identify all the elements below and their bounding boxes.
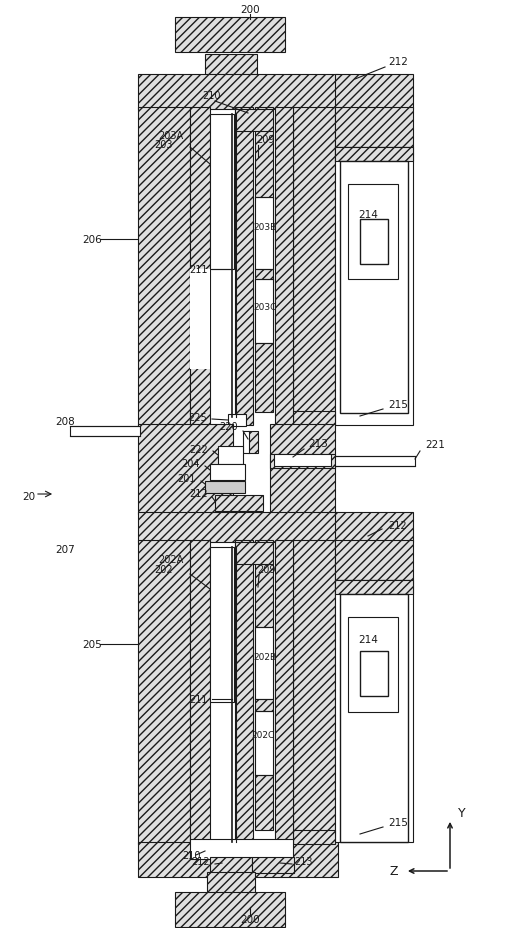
Bar <box>190 270 210 369</box>
Bar <box>228 415 246 427</box>
Bar <box>348 185 398 279</box>
Bar <box>335 512 413 542</box>
Text: 210: 210 <box>202 91 221 101</box>
Text: 203B: 203B <box>253 224 276 232</box>
Bar <box>293 540 335 844</box>
Text: 211: 211 <box>189 264 208 275</box>
Bar <box>215 496 263 511</box>
Text: 209: 209 <box>256 135 274 145</box>
Bar <box>175 892 285 927</box>
Text: 214: 214 <box>358 210 378 220</box>
Text: 206: 206 <box>82 235 102 245</box>
Bar <box>255 279 273 343</box>
Bar <box>335 580 413 594</box>
Text: 213: 213 <box>308 439 328 448</box>
Bar <box>255 198 273 270</box>
Text: Y: Y <box>458 806 465 819</box>
Text: 210: 210 <box>182 850 201 860</box>
Text: 202A: 202A <box>158 554 183 564</box>
Bar <box>293 831 335 844</box>
Text: 208: 208 <box>55 417 75 427</box>
Text: 215: 215 <box>388 400 408 409</box>
Text: 207: 207 <box>55 545 75 554</box>
Bar <box>335 148 413 426</box>
Bar <box>205 55 257 77</box>
Bar <box>248 432 258 454</box>
Bar <box>138 512 338 542</box>
Text: 200: 200 <box>240 914 260 924</box>
Text: 222: 222 <box>189 445 208 455</box>
Bar <box>275 540 293 844</box>
Bar <box>205 482 245 494</box>
Bar <box>190 108 210 426</box>
Bar <box>190 839 293 859</box>
Text: 209: 209 <box>257 564 275 574</box>
Text: 202B: 202B <box>253 652 276 662</box>
Bar <box>138 842 338 877</box>
Bar <box>335 580 413 842</box>
Text: 215: 215 <box>388 818 408 827</box>
Bar <box>235 542 273 564</box>
Text: 212: 212 <box>388 521 407 531</box>
Bar <box>138 75 338 110</box>
Bar <box>348 617 398 712</box>
Bar <box>190 540 210 844</box>
Bar <box>293 108 335 426</box>
Bar <box>210 548 234 702</box>
Bar <box>275 108 293 426</box>
Text: 213: 213 <box>294 856 312 866</box>
Text: 203C: 203C <box>253 303 276 312</box>
Text: 203A: 203A <box>158 131 183 141</box>
Bar <box>274 455 331 467</box>
Bar <box>255 540 273 831</box>
Text: 20: 20 <box>22 492 35 501</box>
Text: 225: 225 <box>188 413 207 422</box>
Bar <box>235 540 253 844</box>
Text: 205: 205 <box>82 639 102 650</box>
Bar <box>255 711 273 775</box>
Bar <box>340 161 408 414</box>
Text: 212: 212 <box>191 856 210 866</box>
Bar <box>335 148 413 161</box>
Bar <box>210 115 234 270</box>
Text: 202: 202 <box>155 564 173 574</box>
Bar <box>335 540 413 580</box>
Bar <box>255 627 273 699</box>
Text: Z: Z <box>390 865 398 878</box>
Bar <box>138 108 190 426</box>
Bar <box>335 108 413 148</box>
Text: 203: 203 <box>155 140 173 149</box>
Bar <box>360 651 388 696</box>
Bar <box>252 857 294 873</box>
Text: 212: 212 <box>189 488 208 498</box>
Bar <box>255 108 273 413</box>
Bar <box>138 424 233 514</box>
Text: 212: 212 <box>388 57 408 67</box>
Bar <box>138 540 190 844</box>
Text: 201: 201 <box>178 473 196 483</box>
Bar <box>207 872 255 894</box>
Bar <box>235 110 273 132</box>
Bar <box>360 220 388 264</box>
Bar <box>335 457 415 467</box>
Bar <box>335 75 413 110</box>
Bar <box>210 857 252 873</box>
Bar <box>70 427 140 436</box>
Bar <box>235 108 253 426</box>
Text: 211: 211 <box>189 694 208 704</box>
Bar <box>175 18 285 53</box>
Text: 221: 221 <box>425 440 445 449</box>
Text: 202C: 202C <box>251 730 274 740</box>
Bar <box>340 594 408 842</box>
Bar <box>243 432 249 454</box>
Bar <box>293 411 335 426</box>
Bar <box>270 455 335 469</box>
Text: 204: 204 <box>181 458 200 469</box>
Text: 220: 220 <box>219 421 238 432</box>
Bar <box>218 446 243 465</box>
Text: 200: 200 <box>240 5 260 15</box>
Bar <box>210 465 245 481</box>
Text: 214: 214 <box>358 635 378 644</box>
Bar <box>270 424 335 514</box>
